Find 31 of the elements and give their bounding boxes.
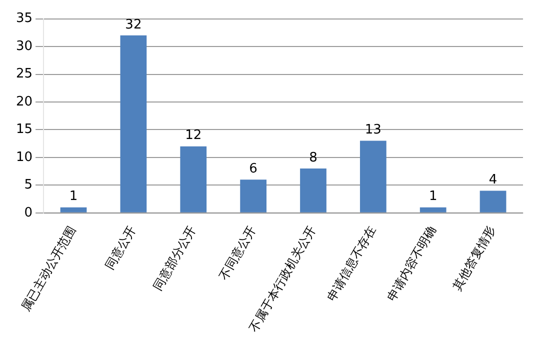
y-tick-label: 10 xyxy=(16,150,33,165)
y-tick-label: 20 xyxy=(16,94,33,110)
data-label: 1 xyxy=(428,189,438,204)
x-tick-label: 同意部分公开 xyxy=(150,224,199,293)
data-label: 13 xyxy=(364,122,382,138)
y-tick-label: 0 xyxy=(24,205,33,220)
bar xyxy=(480,190,506,212)
y-tick-label: 30 xyxy=(16,38,33,54)
x-tick-label: 其他答复情形 xyxy=(450,224,498,293)
x-tick-label: 同意公开 xyxy=(102,224,139,272)
bar xyxy=(120,35,147,212)
data-label: 8 xyxy=(309,150,318,166)
data-label: 6 xyxy=(249,161,258,176)
data-label: 12 xyxy=(185,128,202,144)
y-tick-label: 5 xyxy=(24,178,33,193)
data-label: 32 xyxy=(125,17,142,32)
bar xyxy=(240,180,266,212)
x-tick-label: 申请信息不存在 xyxy=(324,224,378,304)
bar xyxy=(60,207,87,212)
x-tick-label: 申请内容不明确 xyxy=(384,224,438,304)
bar xyxy=(300,168,326,212)
y-tick-label: 15 xyxy=(16,122,33,138)
y-tick-label: 35 xyxy=(16,11,33,26)
bar xyxy=(420,207,446,212)
bar xyxy=(360,140,386,212)
data-label: 1 xyxy=(69,189,78,204)
bar xyxy=(180,146,207,212)
x-tick-label: 属已主动公开范围 xyxy=(18,224,79,314)
y-tick-label: 25 xyxy=(16,66,33,82)
x-tick-label: 不同意公开 xyxy=(216,224,259,282)
data-label: 4 xyxy=(488,172,498,188)
